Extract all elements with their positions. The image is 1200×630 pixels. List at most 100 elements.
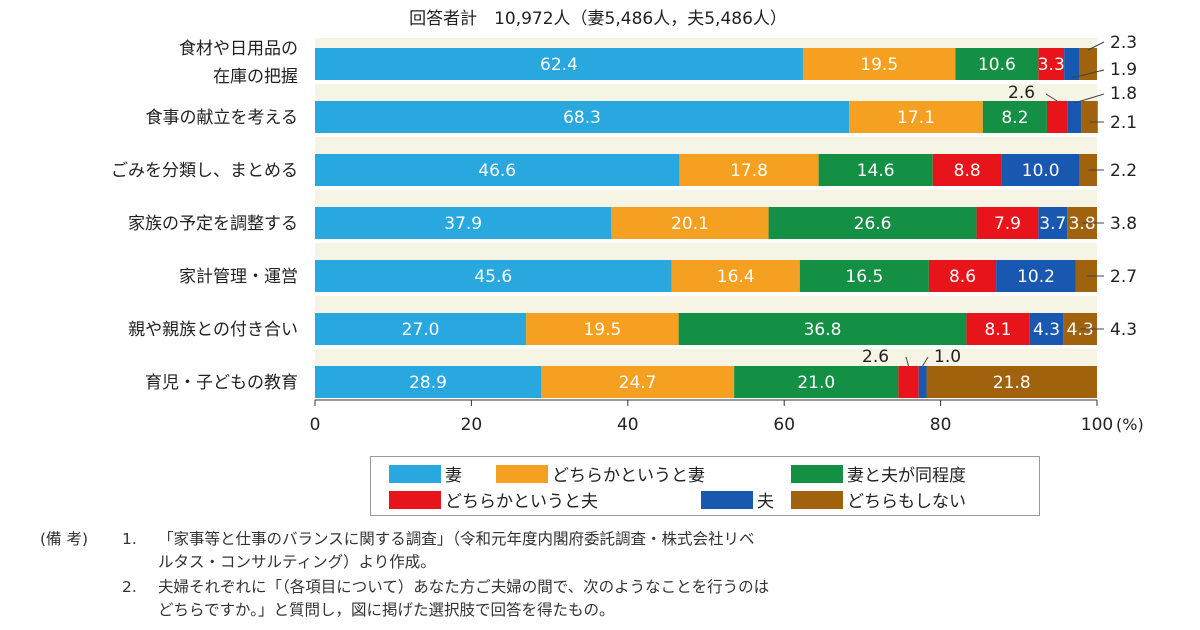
data-label: 8.1	[985, 320, 1012, 340]
bar-segment	[315, 313, 527, 345]
stacked-bar-chart: 回答者計 10,972人（妻5,486人，夫5,486人） 62.4 19.5 10.…	[111, 9, 1144, 435]
bar-gap	[315, 239, 1097, 243]
data-label: 46.6	[478, 161, 516, 181]
legend-label: どちらもしない	[847, 492, 966, 512]
data-label: 8.8	[954, 161, 981, 181]
bar-segment	[611, 207, 769, 239]
bar-gap	[315, 345, 1097, 349]
bar-segment	[918, 366, 927, 398]
bar-segment	[898, 366, 919, 398]
bar-segment	[926, 366, 1097, 398]
data-label-outside: 2.7	[1110, 267, 1137, 287]
data-label: 19.5	[583, 320, 621, 340]
x-tick-label: 60	[773, 415, 795, 435]
data-label: 68.3	[563, 108, 601, 128]
bar-segment	[1001, 154, 1080, 186]
data-label: 17.8	[730, 161, 768, 181]
data-label: 19.5	[860, 55, 898, 75]
data-label-outside: 1.8	[1110, 84, 1137, 104]
category-label: 家族の予定を調整する	[128, 214, 298, 234]
bar-segment	[799, 260, 929, 292]
data-label-outside: 2.3	[1110, 33, 1137, 53]
bar-segment	[315, 154, 680, 186]
leader-line	[905, 356, 910, 367]
bar-segment	[315, 366, 541, 398]
data-label-outside: 1.9	[1110, 60, 1137, 80]
x-unit-label: (%)	[1116, 415, 1144, 434]
bar-segment	[679, 154, 819, 186]
data-label: 7.9	[994, 214, 1021, 234]
data-label: 10.0	[1022, 161, 1060, 181]
category-label: ごみを分類し、まとめる	[111, 161, 298, 181]
leader-line	[1074, 93, 1105, 104]
bar-segment	[928, 260, 997, 292]
leader-line	[1087, 41, 1105, 51]
data-label: 8.2	[1001, 108, 1028, 128]
note-2-text-cont: どちらですか。」と質問し，図に掲げた選択肢で回答を得たもの。	[158, 601, 615, 619]
data-label-outside: 2.6	[862, 347, 889, 367]
bar-segment	[1079, 48, 1097, 80]
category-label: 食事の献立を考える	[146, 108, 299, 128]
bar-segment	[849, 101, 983, 133]
data-label: 21.8	[993, 373, 1031, 393]
notes-prefix: (備 考)	[40, 530, 89, 548]
bar-segment	[315, 207, 612, 239]
bar-segment	[734, 366, 899, 398]
legend-item: 夫	[701, 487, 774, 512]
x-tick-label: 20	[461, 415, 483, 435]
note-2-number: 2.	[122, 578, 137, 596]
data-label-outside: 2.2	[1110, 161, 1137, 181]
data-label-outside: 4.3	[1110, 320, 1137, 340]
legend-item: どちらもしない	[791, 487, 966, 512]
legend-label: どちらかというと妻	[552, 466, 705, 486]
note-1-text: 「家事等と仕事のバランスに関する調査」（令和元年度内閣府委託調査・株式会社リベ	[158, 530, 755, 548]
bar-segment	[932, 154, 1002, 186]
data-label: 16.5	[845, 267, 883, 287]
x-tick-label: 0	[310, 415, 321, 435]
data-label: 20.1	[671, 214, 709, 234]
legend-swatch	[791, 464, 843, 483]
legend-swatch	[389, 464, 441, 483]
legend-item: 妻と夫が同程度	[791, 461, 966, 486]
data-label-outside: 1.0	[934, 347, 961, 367]
bar-segment	[315, 260, 672, 292]
data-label: 4.3	[1033, 320, 1060, 340]
bar-gap	[315, 292, 1097, 296]
legend-label: 妻	[445, 466, 462, 486]
bar-segment	[315, 48, 803, 80]
legend-swatch	[389, 490, 441, 509]
category-label: 在庫の把握	[213, 67, 298, 87]
data-label: 8.6	[949, 267, 976, 287]
x-tick-label: 80	[930, 415, 952, 435]
bar-segment	[955, 48, 1039, 80]
legend-item: どちらかというと夫	[389, 487, 598, 512]
data-label-outside: 2.1	[1110, 113, 1137, 133]
bar-segment	[966, 313, 1030, 345]
bar-segment	[768, 207, 977, 239]
bar-segment	[526, 313, 679, 345]
legend-swatch	[701, 490, 753, 509]
bar-segment	[818, 154, 933, 186]
legend-label: 妻と夫が同程度	[847, 466, 966, 486]
bar-segment	[982, 101, 1047, 133]
leader-line	[1071, 69, 1105, 79]
bar-gap	[315, 186, 1097, 190]
data-label: 24.7	[619, 373, 657, 393]
data-label: 10.2	[1017, 267, 1055, 287]
bar-segment	[1067, 101, 1082, 133]
data-label: 37.9	[444, 214, 482, 234]
bar-segment	[1064, 48, 1080, 80]
category-label: 食材や日用品の	[179, 39, 298, 59]
data-label: 4.3	[1067, 320, 1094, 340]
data-label-outside: 2.6	[1008, 83, 1035, 103]
data-label: 28.9	[409, 373, 447, 393]
bar-segment	[1029, 313, 1064, 345]
data-label: 10.6	[978, 55, 1016, 75]
data-label: 3.7	[1039, 214, 1066, 234]
data-label: 16.4	[717, 267, 755, 287]
leader-line	[922, 356, 929, 367]
data-label: 17.1	[897, 108, 935, 128]
bar-segment	[996, 260, 1076, 292]
leader-line	[1045, 93, 1058, 102]
data-label: 26.6	[854, 214, 892, 234]
